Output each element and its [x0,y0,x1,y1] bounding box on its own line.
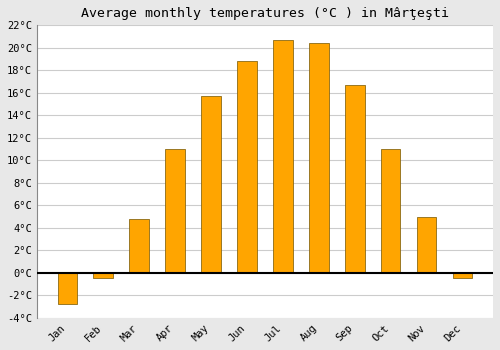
Bar [201,96,221,273]
Bar [345,85,364,273]
Title: Average monthly temperatures (°C ) in Mârţeşti: Average monthly temperatures (°C ) in Mâ… [81,7,449,20]
Bar [130,219,149,273]
Bar [58,273,78,304]
Bar [273,40,293,273]
Bar [380,149,400,273]
Bar [166,149,185,273]
Bar [237,61,257,273]
Bar [309,43,328,273]
Bar [94,273,113,279]
Bar [416,217,436,273]
Bar [452,273,472,279]
